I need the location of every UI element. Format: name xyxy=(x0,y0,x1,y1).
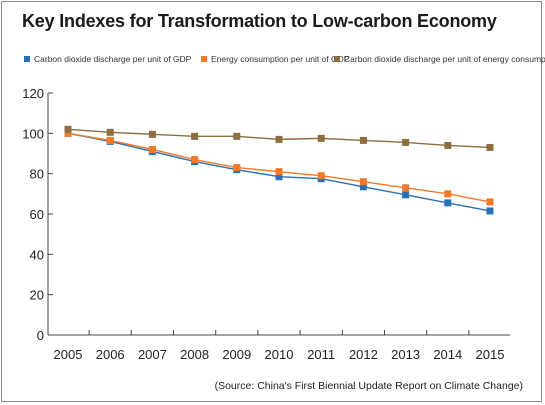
series-1-point-2009 xyxy=(233,164,241,172)
series-2-point-2009 xyxy=(233,132,241,140)
x-tick-label-2006: 2006 xyxy=(96,347,125,362)
series-0-point-2013 xyxy=(402,191,410,199)
series-2-point-2006 xyxy=(106,128,114,136)
series-0-point-2015 xyxy=(486,207,494,215)
y-tick-label-120: 120 xyxy=(22,86,44,101)
y-tick-label-20: 20 xyxy=(30,288,44,303)
series-2-point-2013 xyxy=(402,138,410,146)
series-1-point-2014 xyxy=(444,190,452,198)
series-0-point-2014 xyxy=(444,199,452,207)
y-tick-label-80: 80 xyxy=(30,167,44,182)
series-2-point-2012 xyxy=(359,136,367,144)
y-tick-label-60: 60 xyxy=(30,207,44,222)
series-1-point-2008 xyxy=(191,156,199,164)
series-1-point-2013 xyxy=(402,184,410,192)
series-2-point-2011 xyxy=(317,134,325,142)
source-note: (Source: China's First Biennial Update R… xyxy=(214,380,523,392)
legend-swatch-energy-per-gdp xyxy=(201,56,207,62)
legend-swatch-co2-per-energy xyxy=(334,56,340,62)
series-2-point-2014 xyxy=(444,141,452,149)
x-tick-label-2014: 2014 xyxy=(433,347,462,362)
series-2-point-2010 xyxy=(275,135,283,143)
x-tick-label-2007: 2007 xyxy=(138,347,167,362)
x-tick-label-2012: 2012 xyxy=(349,347,378,362)
legend-label-co2-per-energy: Carbon dioxide discharge per unit of ene… xyxy=(344,54,545,64)
legend-label-energy-per-gdp: Energy consumption per unit of GDP xyxy=(211,54,350,64)
legend-item-co2-per-gdp: Carbon dioxide discharge per unit of GDP xyxy=(24,54,191,64)
series-1-point-2007 xyxy=(148,145,156,153)
series-1-point-2012 xyxy=(359,178,367,186)
chart-title: Key Indexes for Transformation to Low-ca… xyxy=(22,11,497,31)
series-1-point-2006 xyxy=(106,136,114,144)
x-tick-label-2015: 2015 xyxy=(476,347,505,362)
series-0-point-2010 xyxy=(275,173,283,181)
legend-swatch-co2-per-gdp xyxy=(24,56,30,62)
legend-item-energy-per-gdp: Energy consumption per unit of GDP xyxy=(201,54,349,64)
series-2-point-2007 xyxy=(148,130,156,138)
legend-item-co2-per-energy: Carbon dioxide discharge per unit of ene… xyxy=(334,54,545,64)
series-1-point-2010 xyxy=(275,168,283,176)
y-tick-label-40: 40 xyxy=(30,247,44,262)
series-0-point-2012 xyxy=(359,183,367,191)
x-tick-label-2009: 2009 xyxy=(222,347,251,362)
y-tick-label-0: 0 xyxy=(37,328,44,343)
series-1-point-2005 xyxy=(64,129,72,137)
series-1-point-2011 xyxy=(317,172,325,180)
series-2-point-2015 xyxy=(486,143,494,151)
x-tick-label-2011: 2011 xyxy=(307,347,335,362)
x-tick-label-2010: 2010 xyxy=(265,347,294,362)
y-tick-label-100: 100 xyxy=(22,126,44,141)
legend-label-co2-per-gdp: Carbon dioxide discharge per unit of GDP xyxy=(34,54,192,64)
series-2-point-2008 xyxy=(191,132,199,140)
x-tick-label-2013: 2013 xyxy=(391,347,420,362)
x-tick-label-2008: 2008 xyxy=(180,347,209,362)
series-1-point-2015 xyxy=(486,198,494,206)
x-tick-label-2005: 2005 xyxy=(54,347,83,362)
series-2-point-2005 xyxy=(64,125,72,133)
